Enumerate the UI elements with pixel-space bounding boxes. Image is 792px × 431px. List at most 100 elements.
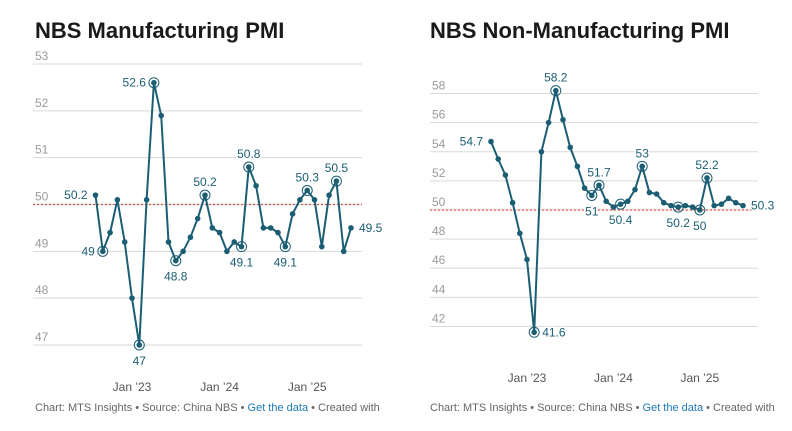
data-point xyxy=(668,202,674,209)
data-point xyxy=(165,239,172,245)
data-label: 41.6 xyxy=(542,325,566,339)
x-tick-label: Jan ’23 xyxy=(508,371,547,385)
chart-title: NBS Manufacturing PMI xyxy=(35,18,285,43)
data-point xyxy=(158,112,164,119)
highlight-ring xyxy=(586,189,598,201)
data-point xyxy=(589,192,595,199)
data-point xyxy=(718,201,725,207)
data-label: 49 xyxy=(81,244,95,258)
y-tick-label: 52 xyxy=(35,96,49,110)
data-point xyxy=(238,243,245,250)
data-point xyxy=(311,197,318,203)
data-point xyxy=(704,175,710,181)
data-point xyxy=(632,186,638,193)
data-point xyxy=(531,329,537,336)
highlight-ring xyxy=(672,201,684,213)
data-point xyxy=(224,248,230,255)
chart-title: NBS Non-Manufacturing PMI xyxy=(430,18,730,43)
chart-footer: Chart: MTS Insights • Source: China NBS … xyxy=(430,402,775,414)
non-manufacturing-chart: 42 44 46 48 50 52 54 56 58 Jan ’23 Jan ’24 Jan ’25 5… xyxy=(430,69,776,385)
y-tick-label: 50 xyxy=(35,190,49,204)
data-point xyxy=(289,211,296,217)
data-point xyxy=(143,197,150,203)
data-label: 50.4 xyxy=(609,213,633,227)
data-point xyxy=(114,197,121,203)
data-label: 50.5 xyxy=(325,161,349,175)
x-tick-label: Jan ’25 xyxy=(680,371,719,385)
data-label: 49.1 xyxy=(230,256,254,270)
data-point xyxy=(180,248,186,255)
y-tick-label: 58 xyxy=(432,79,446,93)
data-label: 50.3 xyxy=(296,170,320,184)
data-point xyxy=(194,215,201,222)
y-tick-label: 52 xyxy=(432,166,446,180)
data-point xyxy=(304,187,311,194)
data-point xyxy=(121,239,128,245)
y-tick-label: 49 xyxy=(35,236,49,250)
data-point xyxy=(151,79,157,86)
data-point xyxy=(340,248,347,255)
data-label: 54.7 xyxy=(460,135,484,149)
footer-credit: Chart: MTS Insights • Source: China NBS … xyxy=(35,402,248,414)
data-point xyxy=(711,202,717,209)
get-the-data-link[interactable]: Get the data xyxy=(642,402,704,414)
data-point xyxy=(275,229,281,236)
highlight-ring xyxy=(133,339,145,351)
y-tick-label: 48 xyxy=(35,283,49,297)
highlight-ring xyxy=(301,184,313,196)
data-point xyxy=(653,191,660,197)
data-point xyxy=(107,229,113,236)
data-point xyxy=(661,199,667,206)
data-point xyxy=(267,225,274,231)
data-point xyxy=(509,199,516,206)
highlight-ring xyxy=(148,77,160,89)
series-line xyxy=(490,89,744,334)
data-label: 49.5 xyxy=(359,221,383,235)
data-point xyxy=(603,198,609,205)
highlight-ring xyxy=(528,326,540,338)
data-point xyxy=(502,172,509,178)
data-point xyxy=(697,207,703,213)
data-label: 53 xyxy=(636,146,650,160)
highlight-ring xyxy=(279,241,291,253)
data-point xyxy=(639,163,645,170)
manufacturing-chart-panel: 47 48 49 50 51 52 53 Jan ’23 Jan ’24 Jan ’25 50.2 4… xyxy=(0,18,396,431)
y-tick-label: 48 xyxy=(432,224,446,238)
data-point xyxy=(596,182,602,189)
data-point xyxy=(517,230,523,237)
highlight-ring xyxy=(694,204,706,216)
y-tick-label: 46 xyxy=(432,253,446,267)
footer-credit: Chart: MTS Insights • Source: China NBS … xyxy=(430,402,643,414)
data-label: 50.2 xyxy=(667,216,691,230)
data-point xyxy=(581,185,588,191)
data-point xyxy=(625,198,631,205)
highlight-ring xyxy=(243,161,255,173)
highlight-ring xyxy=(170,255,182,267)
data-point xyxy=(610,204,617,210)
y-tick-label: 47 xyxy=(35,330,49,344)
footer-created-with: • Created with xyxy=(703,402,775,414)
highlight-ring xyxy=(97,245,109,257)
get-the-data-link[interactable]: Get the data xyxy=(247,402,309,414)
data-point xyxy=(246,164,252,170)
data-point xyxy=(553,87,559,94)
data-label: 52.6 xyxy=(123,76,147,90)
data-point xyxy=(524,256,530,263)
data-point xyxy=(538,148,545,155)
data-point xyxy=(545,119,552,126)
data-label: 50.2 xyxy=(64,188,88,202)
x-tick-label: Jan ’24 xyxy=(594,371,633,385)
data-label: 58.2 xyxy=(544,71,568,85)
data-point xyxy=(495,156,501,162)
data-point xyxy=(560,116,566,123)
data-point xyxy=(209,225,216,231)
footer-fade xyxy=(0,412,396,431)
data-label: 51 xyxy=(585,204,599,218)
highlight-ring xyxy=(330,175,342,187)
data-point xyxy=(617,201,624,207)
data-point xyxy=(725,195,732,202)
data-point xyxy=(574,163,581,170)
data-point xyxy=(689,204,696,210)
data-point xyxy=(173,257,179,264)
highlight-ring xyxy=(701,172,713,184)
